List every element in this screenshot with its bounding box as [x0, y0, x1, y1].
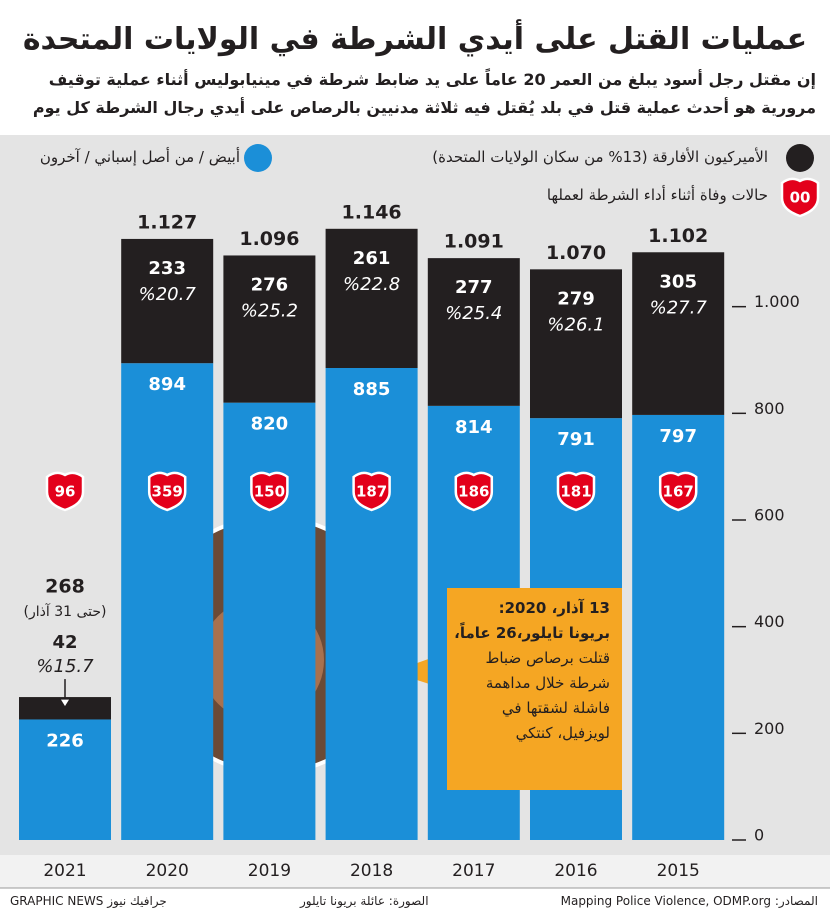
value-label: 233	[148, 258, 186, 279]
bar-segment	[19, 697, 111, 720]
value-label: 279	[557, 288, 595, 309]
y-tick-label: 1.000	[754, 292, 800, 311]
shield	[454, 471, 494, 512]
callout: 13 آذار، 2020: بريونا تايلور،26 عاماً، قتل…	[447, 588, 622, 790]
callout-line: قتلت برصاص ضباط	[485, 649, 610, 667]
legend-label: الأميركيون الأفارقة (13% من سكان الولايا…	[432, 148, 768, 166]
share-label: %20.7	[139, 284, 197, 305]
callout-line: شرطة خلال مداهمة	[485, 674, 610, 692]
shield-label: 359	[152, 483, 183, 501]
value-label: 894	[148, 374, 186, 395]
x-tick-label: 2015	[657, 861, 700, 881]
total-label: 1.096	[239, 228, 299, 250]
bar-segment	[19, 719, 111, 840]
total-label: 1.146	[342, 201, 402, 223]
shield	[250, 471, 289, 512]
x-tick-label: 2021	[43, 861, 86, 881]
bar-segment	[121, 363, 214, 840]
bar-segment	[223, 402, 316, 840]
callout-line: لويزفيل، كنتكي	[515, 724, 610, 742]
total-label: 1.091	[444, 231, 504, 253]
legend-marker	[244, 144, 272, 172]
shield-label: 181	[560, 483, 591, 501]
bar-segment	[121, 238, 214, 364]
shield-label: 186	[458, 483, 489, 501]
x-tick-label: 2016	[554, 861, 597, 881]
y-tick-label: 0	[754, 826, 764, 845]
y-tick-label: 400	[754, 612, 785, 631]
value-label: 226	[46, 730, 84, 751]
credit: GRAPHIC NEWS جرافيك نيوز	[10, 894, 167, 908]
value-label: 814	[455, 417, 493, 438]
shield-label: 187	[356, 483, 387, 501]
total-label: 1.127	[137, 211, 197, 233]
chart-title: عمليات القتل على أيدي الشرطة في الولايات…	[22, 22, 808, 57]
x-tick-label: 2020	[146, 861, 189, 881]
value-label: 797	[659, 426, 697, 447]
photo-credit: الصورة: عائلة بريونا تايلور	[300, 894, 429, 908]
source: المصادر: Mapping Police Violence, ODMP.o…	[560, 894, 818, 908]
subtitle: إن مقتل رجل أسود يبلغ من العمر 20 عاماً …	[48, 70, 816, 89]
annotation: (حتى 31 آذار)	[24, 603, 107, 620]
total-label: 268	[45, 576, 85, 598]
arrow-head	[59, 698, 71, 709]
x-tick-label: 2018	[350, 861, 393, 881]
subtitle: مرورية هو أحدث عملية قتل في بلد يُقتل في…	[32, 98, 816, 117]
y-tick-label: 200	[754, 719, 785, 738]
shield	[658, 471, 698, 512]
bar-segment	[325, 228, 418, 368]
callout-line: فاشلة لشقتها في	[501, 699, 610, 717]
bar-segment	[530, 269, 622, 419]
share-label: %22.8	[343, 274, 400, 295]
shield-label: 167	[663, 483, 694, 501]
shield	[45, 471, 85, 512]
total-label: 1.070	[546, 242, 606, 264]
share-label: %26.1	[547, 314, 604, 335]
share-label: %15.7	[36, 656, 94, 677]
legend-marker	[786, 144, 814, 172]
callout-line: 13 آذار، 2020:	[498, 599, 610, 617]
x-tick-label: 2019	[248, 861, 291, 881]
shield-label: 96	[55, 483, 76, 501]
share-label: %27.7	[650, 297, 708, 318]
value-label: 305	[659, 271, 697, 292]
share-label: %25.4	[445, 303, 502, 324]
value-label: 276	[251, 274, 289, 295]
value-label: 791	[557, 429, 595, 450]
value-label: 42	[52, 632, 77, 653]
shield	[352, 471, 391, 512]
value-label: 277	[455, 277, 493, 298]
bar-segment	[223, 255, 316, 403]
legend-label: أبيض / من أصل إسباني / آخرون	[39, 148, 240, 166]
year-strip	[0, 855, 830, 888]
y-tick-label: 800	[754, 399, 785, 418]
bar-segment	[325, 368, 418, 840]
value-label: 820	[251, 414, 289, 435]
shield	[780, 177, 820, 218]
value-label: 885	[353, 379, 391, 400]
legend-label: حالات وفاة أثناء أداء الشرطة لعملها	[546, 186, 768, 204]
share-label: %25.2	[241, 300, 298, 321]
total-label: 1.102	[648, 225, 708, 247]
shield	[147, 471, 187, 512]
bar-segment	[427, 258, 520, 406]
shield	[556, 471, 596, 512]
x-tick-label: 2017	[452, 861, 495, 881]
callout-line: بريونا تايلور،26 عاماً،	[454, 624, 610, 642]
bar-segment	[632, 252, 725, 415]
value-label: 261	[353, 248, 391, 269]
y-tick-label: 600	[754, 506, 785, 525]
shield-label: 150	[254, 483, 285, 501]
shield-label: 00	[790, 189, 811, 207]
